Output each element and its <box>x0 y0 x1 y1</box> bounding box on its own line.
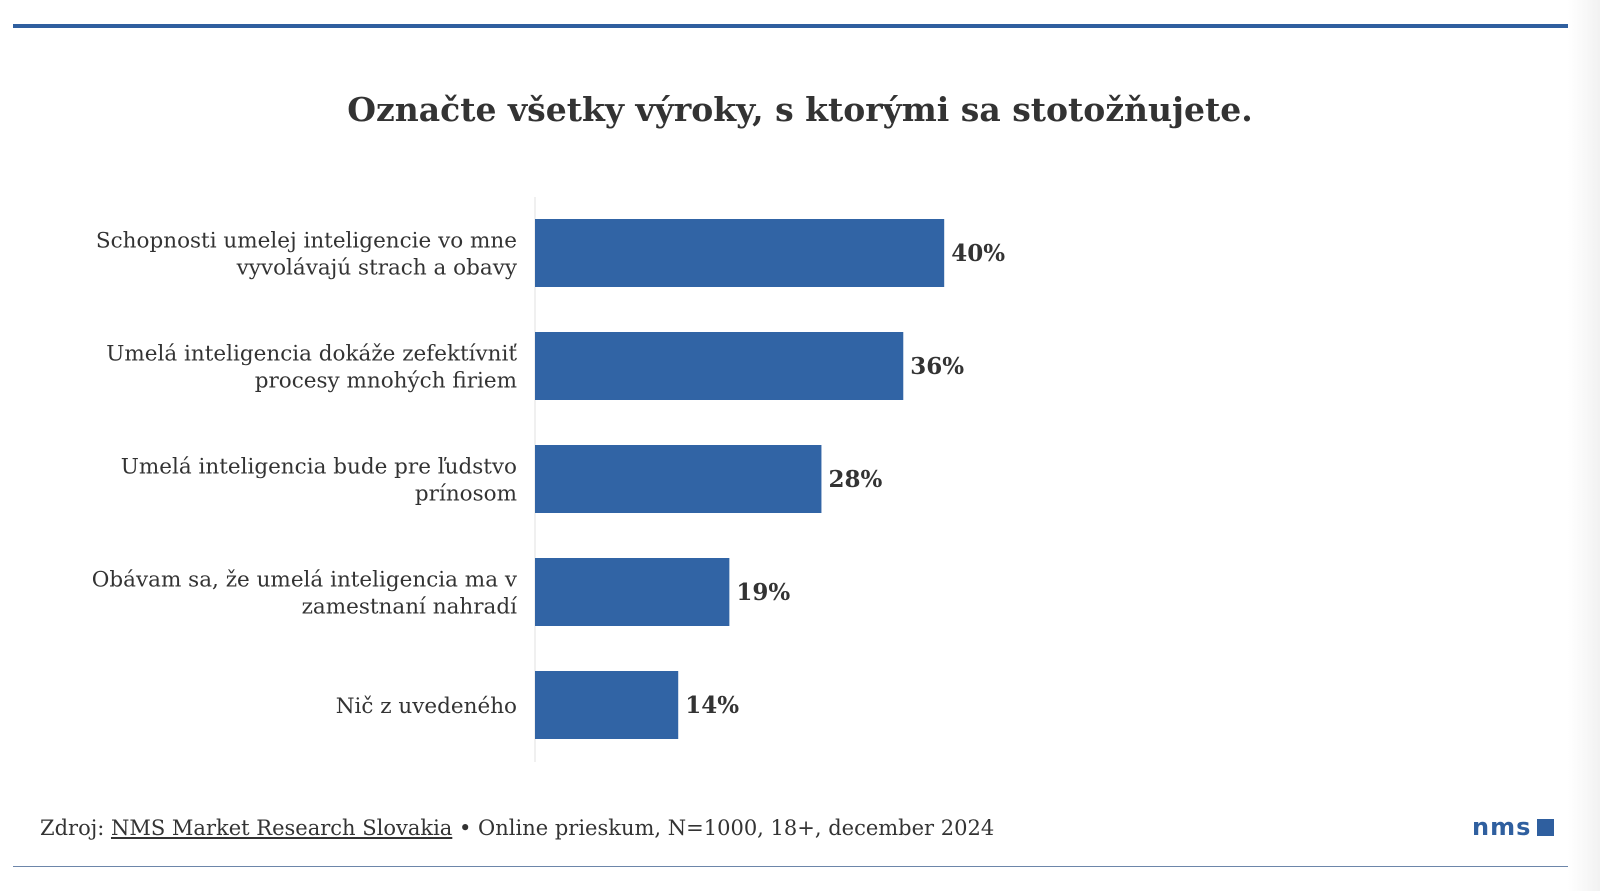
category-label: zamestnaní nahradí <box>302 595 518 620</box>
value-label: 40% <box>951 240 1005 267</box>
category-label: Nič z uvedeného <box>336 694 517 719</box>
logo-text: nms <box>1472 813 1532 841</box>
value-label: 19% <box>736 579 790 606</box>
bar <box>535 332 904 400</box>
source-link[interactable]: NMS Market Research Slovakia <box>110 816 453 840</box>
category-label: prínosom <box>415 482 517 507</box>
category-label: Umelá inteligencia dokáže zefektívniť <box>106 342 517 367</box>
bar <box>535 219 945 287</box>
category-label: vyvolávajú strach a obavy <box>236 256 518 281</box>
nms-logo: nms <box>1472 813 1555 841</box>
edge-shadow <box>1568 0 1600 891</box>
bar <box>535 445 822 513</box>
chart-title: Označte všetky výroky, s ktorými sa stot… <box>347 90 1253 129</box>
value-label: 14% <box>685 692 739 719</box>
category-label: Obávam sa, že umelá inteligencia ma v <box>92 568 518 593</box>
bottom-rule <box>13 866 1568 867</box>
category-label: Schopnosti umelej inteligencie vo mne <box>96 229 517 254</box>
source-footer: Zdroj: NMS Market Research Slovakia • On… <box>40 816 994 840</box>
category-label: Umelá inteligencia bude pre ľudstvo <box>121 455 517 480</box>
value-label: 28% <box>828 466 882 493</box>
bar <box>535 671 679 739</box>
source-prefix: Zdroj: <box>40 816 111 840</box>
source-details: • Online prieskum, N=1000, 18+, december… <box>452 816 995 840</box>
top-rule <box>13 24 1568 28</box>
category-label: procesy mnohých firiem <box>255 369 517 394</box>
logo-square-icon <box>1537 818 1555 836</box>
value-label: 36% <box>910 353 964 380</box>
bar <box>535 558 730 626</box>
